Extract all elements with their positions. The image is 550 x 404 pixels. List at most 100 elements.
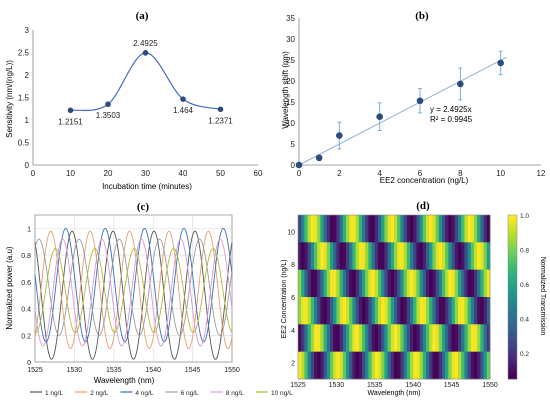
panel-b-data-point [295, 161, 303, 169]
panel-d-heatmap-cell [477, 324, 481, 353]
panel-d-heatmap-cell [336, 242, 340, 271]
panel-d-heatmap-cell [342, 242, 347, 271]
panel-b-ytick-label: 15 [286, 98, 295, 107]
panel-d-heatmap-cell [470, 242, 475, 271]
panel-d-heatmap-cell [390, 351, 395, 380]
panel-b-fit-equation: y = 2.4925x [430, 105, 472, 114]
panel-d-colorbar-segment [508, 219, 517, 224]
panel-a-xtick-label: 60 [254, 169, 263, 178]
panel-d-heatmap-cell [432, 215, 436, 243]
panel-d-heatmap-cell [454, 324, 459, 353]
panel-c-ytick-label: 0.4 [21, 307, 31, 314]
panel-c-legend-label: 8 ng/L [226, 390, 244, 397]
panel-d-colorbar-segment [508, 276, 517, 281]
panel-d-heatmap-cell [378, 351, 382, 380]
panel-a-data-label: 1.2151 [58, 117, 83, 126]
panel-d-colorbar-segment [508, 346, 517, 351]
panel-d-heatmap-cell [371, 351, 376, 380]
panel-d-heatmap-cell [365, 242, 369, 271]
panel-d-heatmap-cell [464, 324, 468, 353]
panel-d-heatmap-cell [410, 215, 414, 243]
panel-d-heatmap-cell [307, 351, 312, 380]
panel-d-colorbar-segment [508, 338, 517, 343]
panel-d-heatmap-cell [304, 242, 308, 271]
panel-d-heatmap-cell [387, 297, 392, 325]
panel-d-heatmap-cell [390, 324, 395, 353]
panel-d-heatmap-cell [442, 269, 446, 298]
panel-d-ylabel: EE2 Concentration (ng/L) [281, 260, 288, 339]
panel-a-xtick-label: 40 [179, 169, 188, 178]
panel-d-heatmap-cell [330, 215, 334, 243]
panel-d-heatmap-cell [448, 297, 452, 325]
panel-d-heatmap-cell [320, 297, 324, 325]
panel-a-xlabel: Incubation time (minutes) [102, 182, 192, 191]
panel-c-ytick-label: 0.2 [21, 333, 31, 340]
panel-d-heatmap-cell [384, 351, 388, 380]
panel-d-heatmap-cell [317, 269, 321, 298]
panel-d-heatmap-cell [355, 297, 360, 325]
panel-d-heatmap-cell [438, 215, 443, 243]
panel-d-heatmap-cell [486, 215, 491, 243]
panel-d-heatmap-cell [394, 269, 398, 298]
panel-d-heatmap-cell [483, 324, 488, 353]
panel-d-heatmap-cell [454, 242, 459, 271]
panel-d-heatmap-cell [474, 297, 478, 325]
panel-d-heatmap-cell [371, 215, 376, 243]
panel-d-heatmap-cell [358, 297, 363, 325]
panel-d-heatmap-cell [358, 269, 363, 298]
panel-d-heatmap-cell [458, 324, 462, 353]
panel-d-colorbar-tick-label: 0.6 [520, 282, 529, 289]
panel-d-heatmap-cell [362, 215, 366, 243]
panel-d-heatmap-cell [307, 324, 312, 353]
panel-d-heatmap-cell [368, 297, 372, 325]
panel-d-colorbar-segment [508, 288, 517, 294]
panel-d-heatmap-cell [448, 215, 452, 243]
panel-a-ytick-label: 0.5 [18, 139, 30, 148]
panel-d-heatmap-cell [426, 215, 430, 243]
panel-d-heatmap-cell [397, 242, 401, 271]
panel-d-heatmap-cell [426, 269, 430, 298]
panel-d-heatmap-cell [384, 269, 388, 298]
panel-d-heatmap-cell [426, 324, 430, 353]
panel-d-heatmap-cell [413, 215, 417, 243]
panel-d-heatmap-cell [442, 215, 446, 243]
panel-d-colorbar-segment [508, 223, 517, 228]
panel-d-heatmap-cell [394, 324, 398, 353]
panel-d-heatmap-cell [432, 242, 436, 271]
panel-d-heatmap-cell [320, 351, 324, 380]
panel-d-heatmap-cell [390, 215, 395, 243]
panel-d-heatmap-cell [426, 297, 430, 325]
panel-d-colorbar-segment [508, 350, 517, 355]
panel-d-heatmap-cell [339, 297, 344, 325]
panel-d-heatmap-cell [419, 242, 424, 271]
panel-d-heatmap-cell [422, 324, 427, 353]
panel-d-colorbar-segment [508, 313, 517, 318]
panel-d-heatmap-cell [301, 297, 305, 325]
panel-b-label: (b) [415, 10, 429, 22]
panel-d-heatmap-cell [470, 297, 475, 325]
panel-d-heatmap-cell [374, 324, 379, 353]
panel-d-colorbar-segment [508, 325, 517, 331]
panel-d-heatmap-cell [419, 269, 424, 298]
panel-a-ytick-label: 2 [25, 71, 30, 80]
panel-d-heatmap-cell [352, 215, 356, 243]
panel-b-ytick-label: 25 [286, 56, 295, 65]
panel-d-colorbar-segment [508, 301, 517, 306]
panel-d-heatmap-cell [445, 242, 449, 271]
panel-d-heatmap-cell [429, 215, 433, 243]
panel-d-heatmap-cell [368, 215, 372, 243]
panel-d-heatmap-cell [320, 269, 324, 298]
panel-c-label: (c) [137, 201, 150, 213]
panel-a-xtick-label: 0 [31, 169, 36, 178]
panel-d-heatmap-cell [336, 269, 340, 298]
panel-d-heatmap-cell [333, 269, 337, 298]
panel-d-heatmap-cell [339, 269, 344, 298]
panel-d-heatmap-cell [477, 297, 481, 325]
panel-d-heatmap-cell [349, 351, 353, 380]
panel-d-heatmap-cell [381, 324, 385, 353]
panel-d-heatmap-cell [442, 297, 446, 325]
panel-d-colorbar-segment [508, 268, 517, 273]
panel-a-xtick-label: 10 [66, 169, 75, 178]
panel-d-colorbar-segment [508, 321, 517, 327]
